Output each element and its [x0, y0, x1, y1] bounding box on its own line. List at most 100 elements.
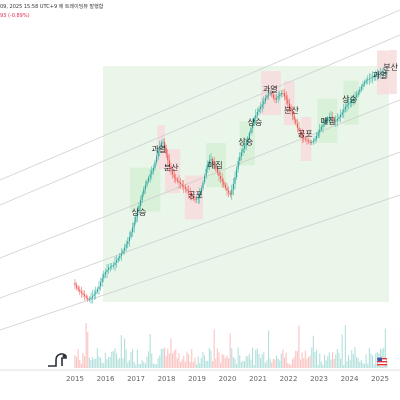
candle-body — [252, 123, 254, 129]
volume-bar — [122, 358, 124, 368]
candle-body — [191, 194, 193, 197]
candle-body — [383, 72, 385, 73]
volume-bar — [200, 357, 202, 368]
volume-bar — [269, 358, 271, 368]
volume-bar — [340, 358, 342, 368]
volume-bar — [216, 348, 218, 368]
volume-bar — [159, 355, 161, 368]
volume-bar — [276, 355, 278, 368]
volume-bar — [120, 335, 122, 368]
volume-bar — [84, 356, 86, 368]
volume-bar — [220, 362, 222, 368]
volume-bar — [138, 364, 140, 368]
candle-body — [140, 200, 142, 206]
candle-body — [317, 132, 319, 136]
candle-body — [348, 103, 350, 105]
volume-bar — [279, 360, 281, 368]
volume-bar — [234, 358, 236, 368]
candle-body — [202, 182, 204, 189]
candle-body — [205, 168, 207, 176]
candle-body — [335, 120, 337, 122]
volume-bar — [80, 363, 82, 368]
volume-bar — [152, 363, 154, 368]
volume-bar — [288, 363, 290, 368]
volume-bar — [311, 347, 313, 368]
candle-body — [319, 129, 321, 133]
candle-body — [373, 76, 375, 77]
volume-bar — [287, 363, 289, 368]
candle-body — [240, 152, 242, 157]
x-tick-label: 2025 — [371, 375, 389, 383]
candle-body — [114, 262, 116, 265]
volume-bar — [92, 356, 94, 368]
volume-bar — [109, 357, 111, 368]
candle-body — [146, 181, 148, 186]
phase-label: 과열 — [152, 145, 167, 154]
candle-body — [149, 174, 151, 178]
volume-bar — [237, 347, 239, 368]
candle-body — [309, 141, 311, 143]
candle-body — [253, 118, 255, 124]
candle-body — [356, 94, 358, 98]
volume-bar — [320, 361, 322, 368]
candle-body — [87, 297, 89, 300]
us-flag-icon[interactable] — [376, 356, 388, 368]
volume-bar — [362, 363, 364, 368]
x-tick-label: 2016 — [97, 375, 115, 383]
volume-bar — [130, 352, 132, 368]
volume-bar — [87, 332, 89, 368]
candle-body — [359, 89, 361, 93]
volume-bar — [207, 360, 209, 368]
volume-bar — [151, 353, 153, 368]
volume-bar — [338, 352, 340, 368]
volume-bar — [330, 359, 332, 368]
candle-body — [268, 93, 270, 96]
candle-body — [340, 114, 342, 118]
x-tick-label: 2020 — [219, 375, 237, 383]
volume-bar — [218, 352, 220, 368]
volume-bar — [375, 353, 377, 368]
candle-body — [386, 72, 388, 73]
candle-body — [128, 237, 130, 242]
candle-body — [247, 137, 249, 143]
candle-body — [367, 79, 369, 81]
candle-body — [344, 106, 346, 110]
candle-body — [181, 184, 183, 186]
candle-body — [328, 117, 330, 119]
candle-body — [194, 198, 196, 200]
channel-line — [0, 151, 400, 299]
candle-body — [168, 160, 170, 167]
phase-label: 과열 — [373, 71, 388, 80]
volume-bar — [127, 362, 129, 368]
channel-line — [0, 9, 400, 181]
volume-bar — [165, 356, 167, 368]
candle-body — [338, 117, 340, 119]
volume-bar — [263, 352, 265, 368]
candle-body — [186, 189, 188, 191]
candle-body — [223, 181, 225, 185]
tradingview-logo-icon[interactable] — [48, 353, 67, 367]
volume-bar — [343, 364, 345, 368]
phase-label: 분산 — [383, 62, 398, 72]
volume-bar — [309, 355, 311, 368]
volume-bar — [180, 361, 182, 368]
volume-bar — [170, 338, 172, 368]
candle-body — [165, 148, 167, 155]
candle-body — [111, 265, 113, 267]
volume-bar — [93, 359, 95, 368]
candle-body — [311, 141, 313, 143]
candle-body — [188, 190, 190, 193]
volume-bar — [272, 359, 274, 368]
volume-bar — [125, 349, 127, 368]
candle-body — [380, 72, 382, 74]
candle-body — [112, 265, 114, 266]
x-tick-label: 2023 — [310, 375, 328, 383]
volume-bar — [261, 354, 263, 368]
volume-bar — [274, 359, 276, 368]
volume-bar — [199, 363, 201, 368]
volume-bar — [178, 353, 180, 368]
candle-body — [116, 260, 118, 263]
candle-body — [162, 142, 164, 144]
